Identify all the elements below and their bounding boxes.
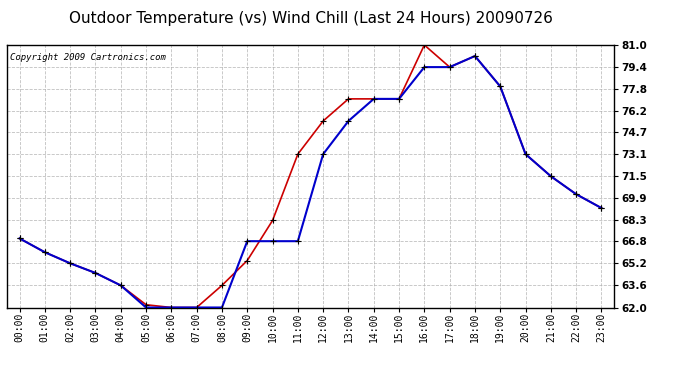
- Text: Outdoor Temperature (vs) Wind Chill (Last 24 Hours) 20090726: Outdoor Temperature (vs) Wind Chill (Las…: [68, 11, 553, 26]
- Text: Copyright 2009 Cartronics.com: Copyright 2009 Cartronics.com: [10, 53, 166, 62]
